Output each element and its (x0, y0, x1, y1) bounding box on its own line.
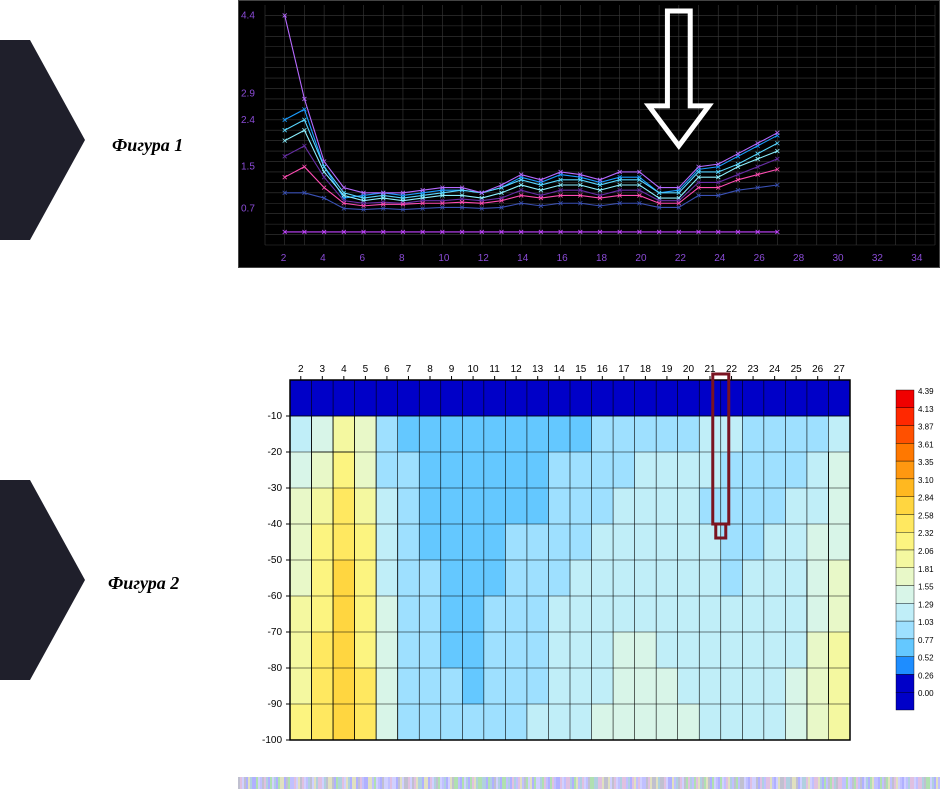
svg-text:16: 16 (597, 364, 609, 375)
pointer-1 (0, 40, 90, 220)
svg-text:25: 25 (791, 364, 803, 375)
svg-text:3: 3 (320, 364, 326, 375)
svg-text:2.84: 2.84 (918, 494, 934, 503)
svg-text:1.5: 1.5 (241, 162, 255, 173)
pointer-2 (0, 480, 90, 660)
chart-2-svg: 2345678910111213141516171819202122232425… (238, 358, 940, 758)
figure-2-label: Фигура 2 (108, 573, 179, 594)
svg-text:3.87: 3.87 (918, 423, 934, 432)
svg-text:-80: -80 (268, 663, 283, 674)
svg-text:6: 6 (384, 364, 390, 375)
svg-text:26: 26 (812, 364, 824, 375)
svg-text:30: 30 (832, 253, 844, 264)
svg-text:0.26: 0.26 (918, 671, 934, 680)
svg-text:2.32: 2.32 (918, 529, 934, 538)
svg-text:0.52: 0.52 (918, 654, 934, 663)
svg-text:-50: -50 (268, 555, 283, 566)
svg-text:14: 14 (554, 364, 566, 375)
svg-text:4.39: 4.39 (918, 387, 934, 396)
svg-text:2.58: 2.58 (918, 511, 934, 520)
pointer-1-svg (0, 40, 90, 240)
svg-text:10: 10 (438, 253, 450, 264)
chart-1-svg: 0.71.52.42.94.42468101214161820222426283… (239, 1, 939, 267)
svg-text:24: 24 (769, 364, 781, 375)
svg-text:3.61: 3.61 (918, 440, 934, 449)
svg-text:11: 11 (489, 364, 500, 375)
svg-text:-20: -20 (268, 447, 283, 458)
svg-text:-100: -100 (262, 735, 282, 746)
svg-text:12: 12 (478, 253, 490, 264)
svg-text:3.35: 3.35 (918, 458, 934, 467)
svg-text:9: 9 (449, 364, 455, 375)
svg-text:4.4: 4.4 (241, 10, 255, 21)
svg-text:2.06: 2.06 (918, 547, 934, 556)
pointer-2-svg (0, 480, 90, 680)
svg-text:8: 8 (399, 253, 405, 264)
svg-text:34: 34 (911, 253, 923, 264)
svg-text:1.81: 1.81 (918, 565, 934, 574)
svg-text:24: 24 (714, 253, 726, 264)
chart-1: 0.71.52.42.94.42468101214161820222426283… (238, 0, 940, 268)
svg-text:18: 18 (596, 253, 608, 264)
svg-text:1.55: 1.55 (918, 583, 934, 592)
svg-text:2: 2 (281, 253, 287, 264)
svg-text:17: 17 (618, 364, 630, 375)
svg-text:-40: -40 (268, 519, 283, 530)
svg-text:-70: -70 (268, 627, 283, 638)
svg-text:-90: -90 (268, 699, 283, 710)
svg-text:-60: -60 (268, 591, 283, 602)
svg-text:22: 22 (675, 253, 687, 264)
noise-strip-svg (238, 777, 940, 789)
svg-text:5: 5 (363, 364, 369, 375)
svg-text:15: 15 (575, 364, 587, 375)
svg-text:12: 12 (511, 364, 523, 375)
svg-text:4.13: 4.13 (918, 405, 934, 414)
svg-text:23: 23 (748, 364, 760, 375)
svg-text:1.03: 1.03 (918, 618, 934, 627)
svg-text:7: 7 (406, 364, 412, 375)
chart-2: 2345678910111213141516171819202122232425… (238, 358, 940, 758)
svg-text:4: 4 (320, 253, 326, 264)
svg-text:19: 19 (661, 364, 673, 375)
svg-text:28: 28 (793, 253, 805, 264)
svg-text:4: 4 (341, 364, 347, 375)
svg-text:26: 26 (754, 253, 766, 264)
svg-text:20: 20 (635, 253, 647, 264)
svg-text:8: 8 (427, 364, 433, 375)
svg-text:20: 20 (683, 364, 695, 375)
svg-text:-10: -10 (268, 411, 283, 422)
svg-text:14: 14 (517, 253, 529, 264)
svg-text:-30: -30 (268, 483, 283, 494)
figure-1-label: Фигура 1 (112, 135, 183, 156)
svg-text:10: 10 (468, 364, 480, 375)
svg-text:2.9: 2.9 (241, 89, 255, 100)
svg-text:0.77: 0.77 (918, 636, 934, 645)
svg-text:13: 13 (532, 364, 544, 375)
svg-text:0.00: 0.00 (918, 689, 934, 698)
svg-text:6: 6 (360, 253, 366, 264)
svg-text:2.4: 2.4 (241, 115, 255, 126)
svg-text:1.29: 1.29 (918, 600, 934, 609)
svg-text:3.10: 3.10 (918, 476, 934, 485)
svg-text:16: 16 (557, 253, 569, 264)
svg-text:18: 18 (640, 364, 652, 375)
svg-text:27: 27 (834, 364, 846, 375)
svg-text:32: 32 (872, 253, 884, 264)
noise-strip (238, 776, 940, 788)
svg-text:2: 2 (298, 364, 304, 375)
svg-text:0.7: 0.7 (241, 203, 255, 214)
